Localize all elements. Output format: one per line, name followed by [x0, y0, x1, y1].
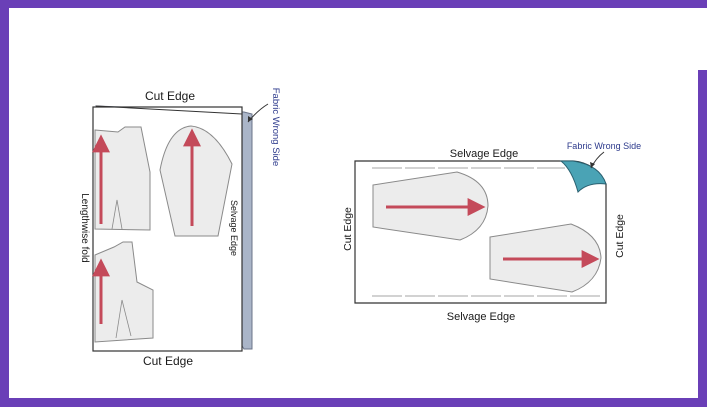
right-fabric-diagram: Selvage Edge Selvage Edge Cut Edge Cut E… — [342, 141, 641, 323]
frame-notch — [697, 8, 707, 70]
left-fold-label: Lengthwise fold — [79, 193, 90, 263]
left-top-label: Cut Edge — [145, 89, 195, 103]
left-bodice-dart-top — [111, 199, 123, 230]
right-top-label: Selvage Edge — [450, 148, 519, 160]
left-bottom-label: Cut Edge — [143, 354, 193, 368]
right-right-label: Cut Edge — [614, 214, 626, 258]
left-bodice-dart-bottom — [115, 299, 132, 339]
left-selvage-label: Selvage Edge — [229, 200, 239, 256]
left-sleeve-piece — [159, 125, 233, 237]
left-fabric-top-fold — [95, 105, 243, 115]
right-fabric-side-label: Fabric Wrong Side — [567, 141, 641, 151]
left-fabric-diagram: Cut Edge Cut Edge Lengthwise fold Selvag… — [79, 88, 281, 368]
left-bodice-piece-top — [94, 126, 151, 231]
right-left-label: Cut Edge — [342, 207, 354, 251]
left-fabric-side-label: Fabric Wrong Side — [270, 88, 281, 167]
right-bottom-label: Selvage Edge — [447, 311, 516, 323]
